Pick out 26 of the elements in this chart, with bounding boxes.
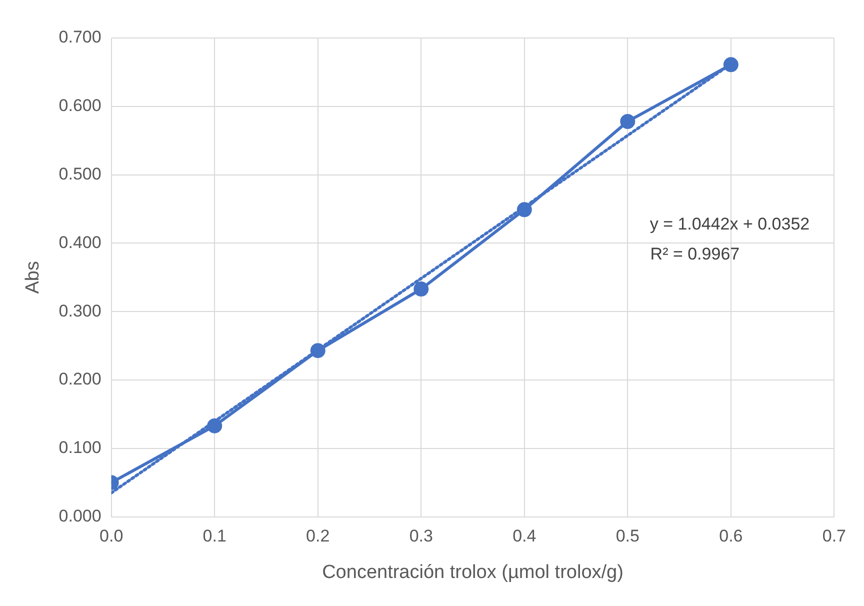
point (310, 343, 326, 358)
y-tick-label: 0.600 (58, 96, 102, 116)
annotation: R² = 0.9967 (650, 244, 740, 264)
point (207, 418, 222, 434)
x-tick-label: 0.7 (822, 526, 846, 546)
point (723, 57, 738, 72)
x-axis-title: Concentración trolox (µmol trolox/g) (322, 562, 624, 583)
y-tick-label: 0.000 (58, 506, 102, 526)
annotation: y = 1.0442x + 0.0352 (650, 214, 810, 234)
x-tick-label: 0.3 (409, 526, 433, 546)
x-tick-label: 0.2 (306, 526, 330, 546)
y-axis-title: Abs (22, 261, 44, 294)
y-tick-label: 0.200 (58, 370, 102, 389)
y-tick-label: 0.700 (58, 28, 102, 47)
point (516, 202, 532, 218)
x-tick-label: 0.6 (719, 526, 743, 546)
y-tick-label: 0.400 (58, 232, 102, 252)
point (620, 114, 636, 129)
y-tick-label: 0.100 (58, 438, 102, 458)
y-tick-label: 0.300 (58, 301, 102, 320)
x-tick-label: 0.0 (100, 526, 124, 546)
y-tick-label: 0.500 (58, 164, 102, 184)
x-tick-label: 0.4 (512, 526, 536, 546)
x-tick-label: 0.1 (202, 526, 226, 546)
x-tick-label: 0.5 (616, 526, 640, 546)
point (414, 282, 429, 297)
